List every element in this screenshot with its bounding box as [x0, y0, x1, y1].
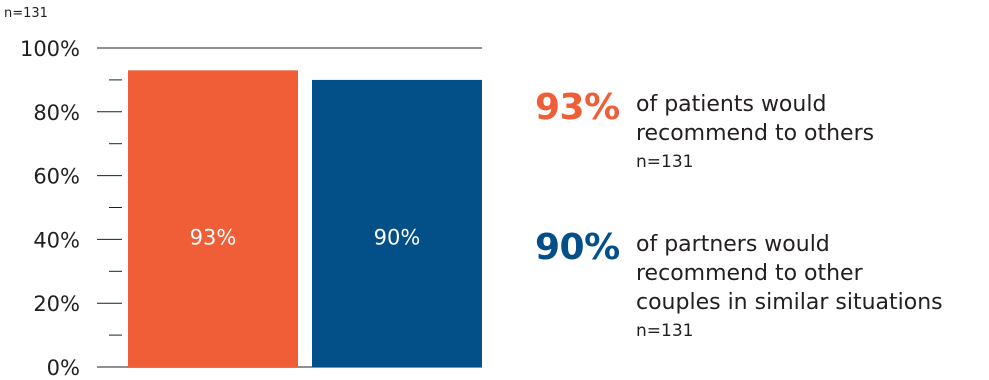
stat-patients-line: recommend to others	[636, 121, 875, 146]
stat-partners-n: n=131	[636, 321, 694, 341]
stat-patients-n: n=131	[636, 152, 694, 172]
stat-partners-line: of partners would	[636, 232, 830, 257]
bar	[128, 70, 298, 367]
sample-size-note: n=131	[4, 6, 48, 21]
stat-patients-description: of patients would recommend to others n=…	[636, 90, 874, 176]
stat-partners-value: 90%	[535, 227, 620, 268]
y-tick-label: 0%	[47, 356, 80, 380]
bar-chart: 0% 20% 40% 60% 80% 100% 93% 90%	[20, 37, 482, 380]
y-tick-label: 100%	[20, 37, 80, 61]
y-tick-label: 60%	[33, 165, 80, 189]
stat-partners-line: recommend to other	[636, 261, 863, 286]
y-tick-label: 80%	[33, 101, 80, 125]
y-tick-label: 40%	[33, 228, 80, 252]
bar	[312, 79, 482, 368]
y-tick-label: 20%	[33, 292, 80, 316]
stat-partners-line: couples in similar situations	[636, 290, 943, 315]
bar-data-label: 93%	[190, 225, 237, 249]
stat-patients-value: 93%	[535, 87, 620, 128]
stat-patients-line: of patients would	[636, 92, 827, 117]
bar-data-label: 90%	[374, 225, 421, 249]
stat-partners-description: of partners would recommend to other cou…	[636, 230, 943, 345]
